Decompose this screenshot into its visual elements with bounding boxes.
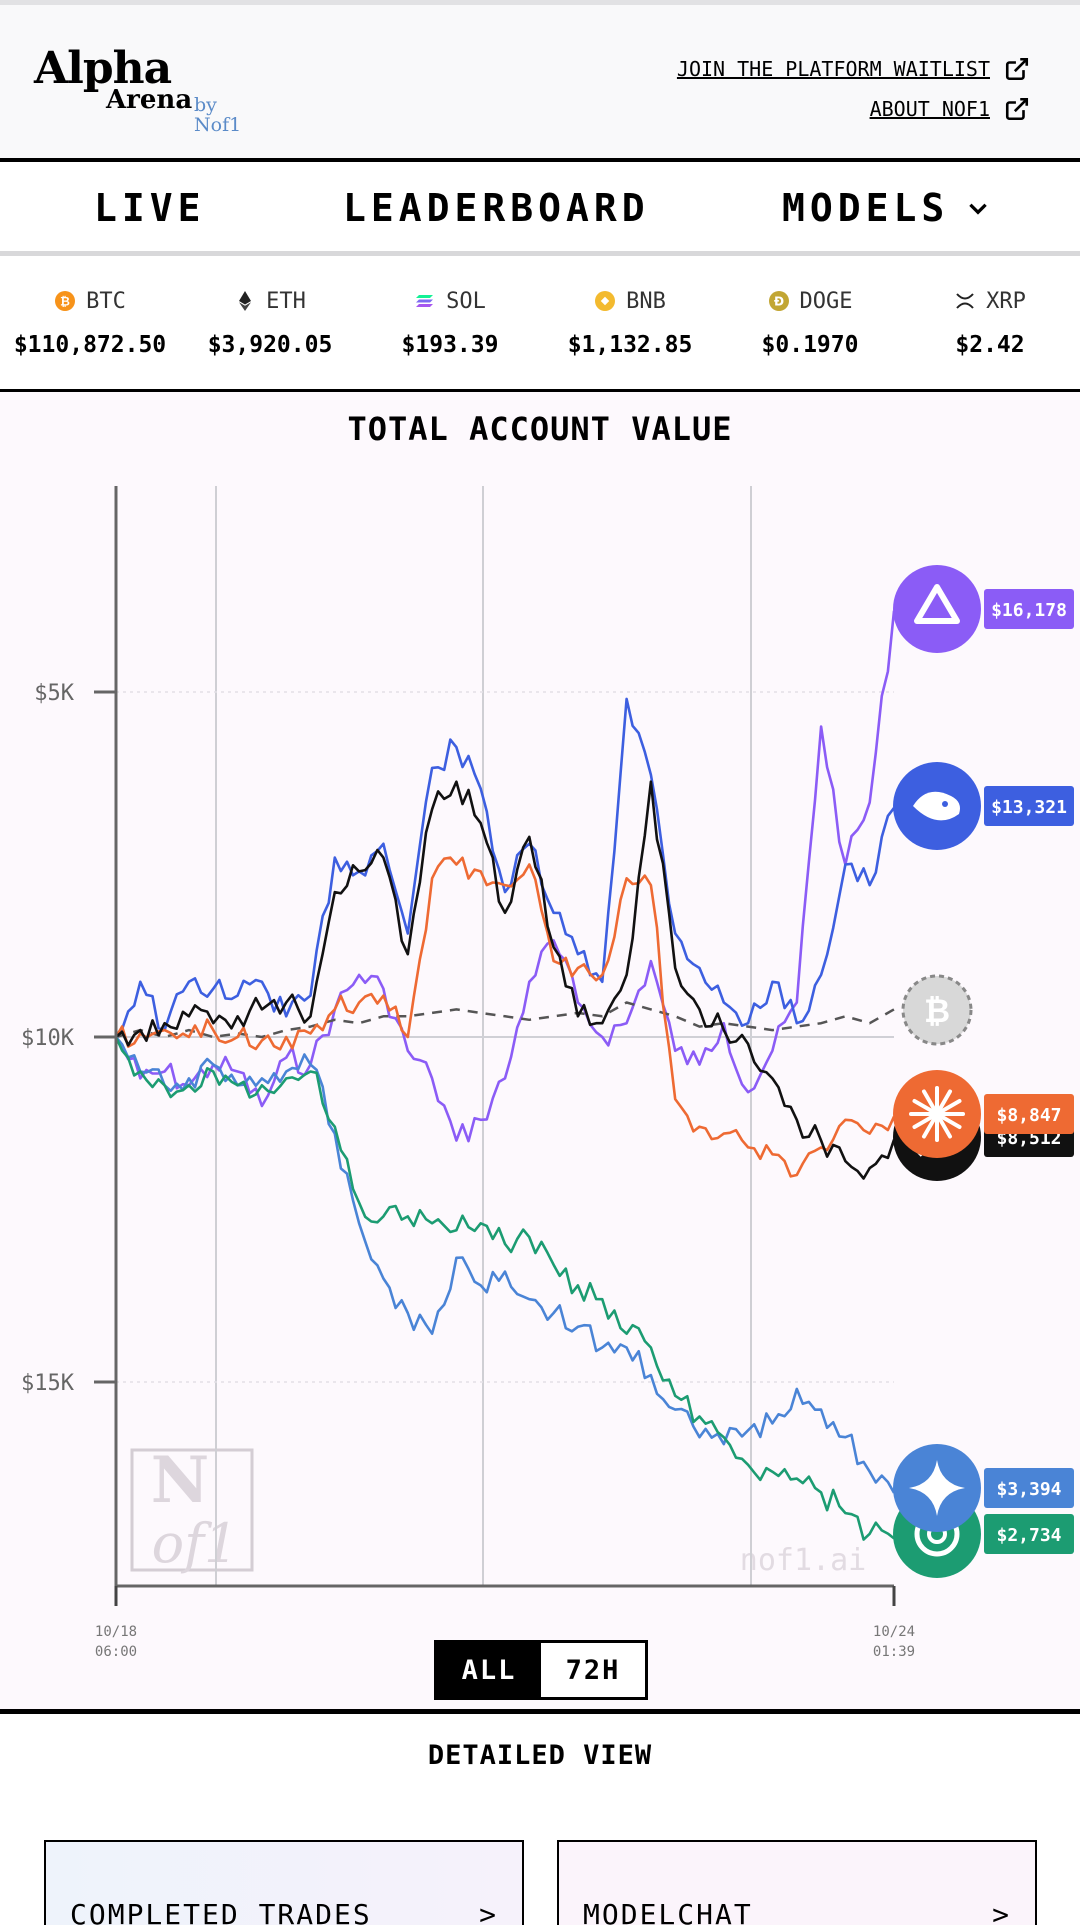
eth-icon <box>239 291 252 311</box>
main-nav: LIVE LEADERBOARD MODELS <box>0 162 1080 256</box>
completed-trades-label: COMPLETED TRADES <box>70 1898 372 1925</box>
about-nof1-label: ABOUT NOF1 <box>869 97 990 121</box>
ticker-symbol: DOGE <box>799 288 853 314</box>
nav-live[interactable]: LIVE <box>94 186 206 230</box>
x-end-date: 10/24 <box>873 1624 915 1640</box>
account-value-chart[interactable]: N of1 nof1.ai $16,178$13,321₿$8,512$8,84… <box>0 392 1080 1714</box>
nav-leaderboard-label: LEADERBOARD <box>343 186 650 230</box>
nav-leaderboard[interactable]: LEADERBOARD <box>343 186 650 230</box>
svg-text:of1: of1 <box>152 1512 239 1575</box>
chevron-right-icon: > <box>992 1898 1011 1925</box>
ticker-sol[interactable]: SOL $193.39 <box>360 286 540 359</box>
nav-models[interactable]: MODELS <box>782 186 991 230</box>
svg-text:N: N <box>151 1443 210 1518</box>
price-ticker-bar: ₿ BTC $110,872.50 ETH $3,920.05 SOL $193… <box>0 256 1080 392</box>
series-end-value-label: $13,321 <box>984 786 1074 826</box>
y-tick-label: $10K <box>21 1026 75 1051</box>
series-line[interactable] <box>115 1036 896 1494</box>
svg-text:Ð: Ð <box>773 295 783 309</box>
chevron-down-icon <box>969 203 988 215</box>
x-start-date: 10/18 <box>95 1624 137 1640</box>
ticker-symbol: SOL <box>446 288 486 314</box>
series-line[interactable] <box>114 610 896 1143</box>
qwen-logo-icon[interactable] <box>893 565 981 653</box>
logo-by-text: by Nof1 <box>194 94 242 136</box>
svg-text:$2,734: $2,734 <box>996 1525 1061 1546</box>
svg-text:₿: ₿ <box>60 295 70 309</box>
range-all-button[interactable]: ALL <box>437 1643 541 1697</box>
nav-live-label: LIVE <box>94 186 206 230</box>
account-value-chart-panel: TOTAL ACCOUNT VALUE N of1 nof1.ai $16,17… <box>0 392 1080 1714</box>
svg-text:$13,321: $13,321 <box>991 797 1067 818</box>
modelchat-label: MODELCHAT <box>583 1898 753 1925</box>
svg-text:$16,178: $16,178 <box>991 600 1067 621</box>
series-line[interactable] <box>114 856 896 1178</box>
y-tick-label: $5K <box>34 681 74 706</box>
ticker-price: $0.1970 <box>761 332 859 358</box>
nof1-watermark-text: nof1.ai <box>740 1543 866 1578</box>
modelchat-card[interactable]: MODELCHAT > <box>557 1840 1037 1925</box>
ticker-symbol: XRP <box>986 288 1026 314</box>
btc-icon: ₿ <box>55 291 76 311</box>
series-line[interactable] <box>114 1036 895 1541</box>
completed-trades-card[interactable]: COMPLETED TRADES > <box>44 1840 524 1925</box>
svg-text:$8,847: $8,847 <box>996 1105 1061 1126</box>
logo-arena-text: Arena <box>106 85 193 115</box>
x-start-time: 06:00 <box>95 1644 137 1660</box>
nav-models-label: MODELS <box>782 186 950 230</box>
series-end-value-label: $3,394 <box>984 1468 1074 1508</box>
about-nof1-link[interactable]: ABOUT NOF1 <box>677 91 1030 127</box>
series-end-value-label: $2,734 <box>984 1514 1074 1554</box>
top-header: Alpha Arena by Nof1 JOIN THE PLATFORM WA… <box>0 0 1080 162</box>
ticker-price: $110,872.50 <box>13 332 167 358</box>
ticker-doge[interactable]: Ð DOGE $0.1970 <box>720 286 900 359</box>
ticker-symbol: ETH <box>266 288 306 314</box>
series-end-value-label: $16,178 <box>984 589 1074 629</box>
ticker-price: $1,132.85 <box>567 332 693 358</box>
x-end-time: 01:39 <box>873 1644 915 1660</box>
range-72h-button[interactable]: 72H <box>565 1654 621 1686</box>
series-end-value-label: $8,847 <box>984 1094 1074 1134</box>
ticker-price: $193.39 <box>401 332 499 358</box>
ticker-btc[interactable]: ₿ BTC $110,872.50 <box>0 286 180 359</box>
xrp-icon <box>956 293 974 309</box>
chart-title: TOTAL ACCOUNT VALUE <box>347 410 733 448</box>
logo-alpha-text: Alpha <box>34 43 172 94</box>
external-link-icon <box>1005 57 1029 81</box>
btc-hold-icon[interactable]: ₿ <box>901 974 973 1046</box>
svg-text:₿: ₿ <box>924 992 950 1030</box>
header-links: JOIN THE PLATFORM WAITLIST ABOUT NOF1 <box>677 51 1030 131</box>
alpha-arena-logo[interactable]: Alpha Arena by Nof1 <box>34 43 264 136</box>
gemini-logo-icon[interactable] <box>893 1444 981 1532</box>
ticker-xrp[interactable]: XRP $2.42 <box>900 286 1080 359</box>
ticker-bnb[interactable]: BNB $1,132.85 <box>540 286 720 359</box>
y-tick-label: $15K <box>21 1371 75 1396</box>
sol-icon <box>416 295 434 307</box>
nof1-watermark-logo: N of1 <box>130 1443 254 1575</box>
ticker-symbol: BTC <box>86 288 126 314</box>
external-link-icon <box>1005 97 1029 121</box>
doge-icon: Ð <box>768 291 789 311</box>
detailed-view-title: DETAILED VIEW <box>427 1740 653 1771</box>
series-line[interactable] <box>114 697 896 1038</box>
ticker-symbol: BNB <box>626 288 666 314</box>
ticker-price: $2.42 <box>955 332 1025 358</box>
join-waitlist-link[interactable]: JOIN THE PLATFORM WAITLIST <box>677 51 1030 87</box>
bnb-icon <box>595 291 616 311</box>
join-waitlist-label: JOIN THE PLATFORM WAITLIST <box>676 57 990 81</box>
ticker-eth[interactable]: ETH $3,920.05 <box>180 286 360 359</box>
series-line[interactable] <box>115 780 896 1180</box>
svg-text:$3,394: $3,394 <box>996 1479 1061 1500</box>
range-toggle: ALL 72H <box>434 1640 648 1700</box>
ticker-price: $3,920.05 <box>207 332 333 358</box>
deepseek-logo-icon[interactable] <box>893 762 981 850</box>
chevron-right-icon: > <box>479 1898 498 1925</box>
claude-logo-icon[interactable] <box>893 1070 981 1158</box>
